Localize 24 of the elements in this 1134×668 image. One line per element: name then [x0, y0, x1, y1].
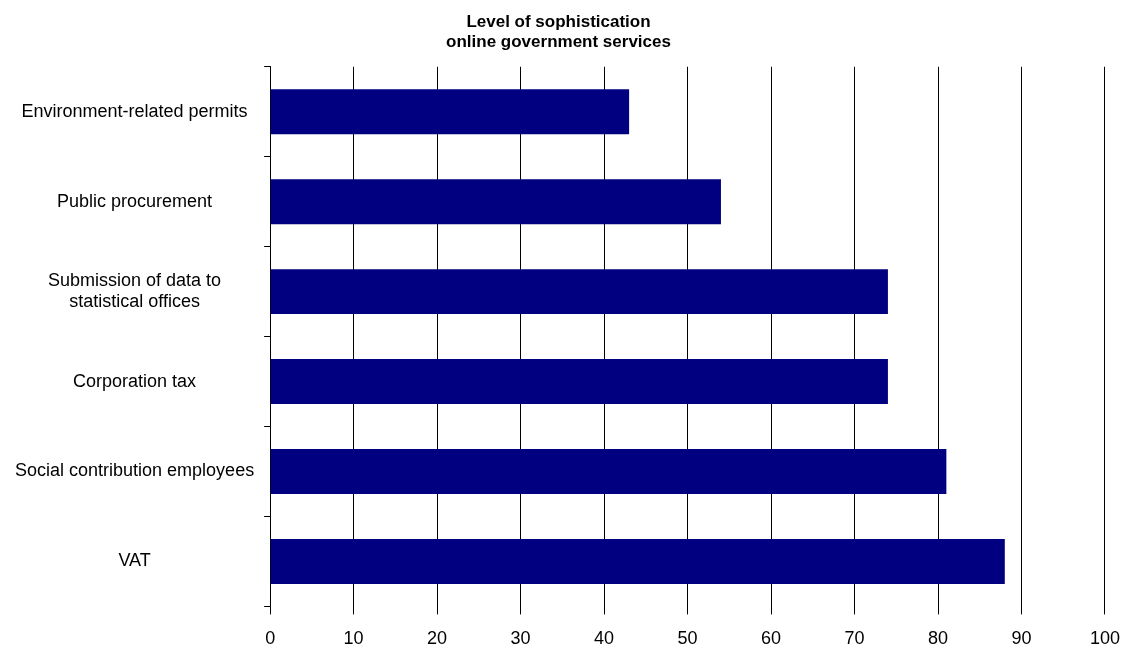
x-tick-label: 90 — [1011, 628, 1032, 649]
x-tick-label: 20 — [427, 628, 448, 649]
x-tick-label: 0 — [265, 628, 276, 649]
x-tick-label: 10 — [343, 628, 364, 649]
bar — [270, 269, 888, 315]
y-tick-label: Environment-related permits — [21, 100, 248, 121]
x-tick-label: 80 — [928, 628, 949, 649]
bar — [270, 449, 947, 494]
y-tick-label: Submission of data to statistical offices — [48, 269, 222, 312]
x-tick-label: 40 — [594, 628, 615, 649]
x-tick-label: 50 — [677, 628, 698, 649]
bar — [270, 359, 888, 405]
x-tick-label: 70 — [844, 628, 865, 649]
bar — [270, 89, 630, 135]
chart-title: Level of sophistication online government services — [446, 11, 671, 52]
y-tick-label: Public procurement — [57, 190, 213, 211]
y-tick-label: VAT — [118, 550, 151, 571]
bar — [270, 538, 1005, 584]
y-tick-label: Corporation tax — [73, 370, 197, 391]
bar — [270, 179, 721, 225]
x-tick-label: 100 — [1089, 628, 1121, 649]
x-tick-label: 30 — [510, 628, 531, 649]
y-tick-label: Social contribution employees — [15, 460, 255, 481]
x-tick-label: 60 — [761, 628, 782, 649]
